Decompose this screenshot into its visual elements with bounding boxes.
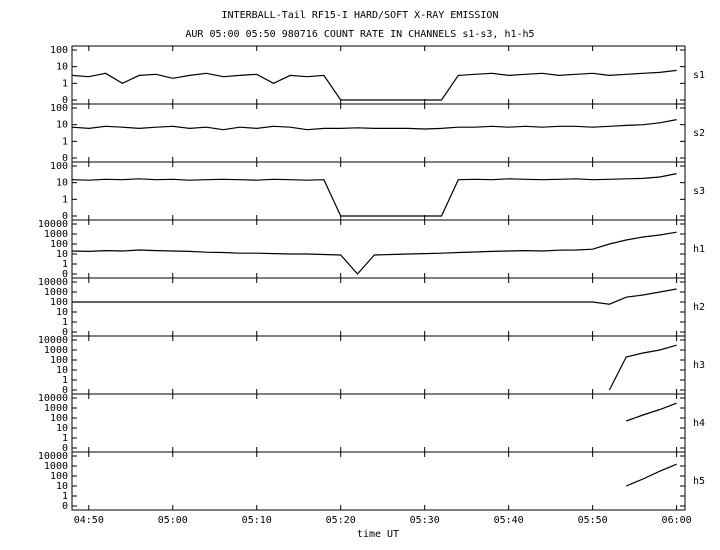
y-tick-label: 0 bbox=[62, 211, 68, 222]
y-tick-label: 100 bbox=[50, 103, 68, 114]
y-tick-label: 0 bbox=[62, 443, 68, 454]
y-tick-label: 10000 bbox=[38, 451, 68, 462]
x-tick-label: 04:50 bbox=[74, 515, 104, 526]
y-tick-label: 10 bbox=[56, 307, 68, 318]
y-tick-label: 10 bbox=[56, 62, 68, 73]
x-tick-label: 05:50 bbox=[578, 515, 608, 526]
y-tick-label: 0 bbox=[62, 153, 68, 164]
y-tick-label: 10 bbox=[56, 365, 68, 376]
y-tick-label: 10 bbox=[56, 120, 68, 131]
y-tick-label: 10 bbox=[56, 423, 68, 434]
panel-frame bbox=[71, 45, 686, 105]
data-line bbox=[608, 344, 677, 391]
series-label: s3 bbox=[693, 186, 705, 197]
y-tick-label: 1000 bbox=[44, 345, 68, 356]
chart-title: INTERBALL-Tail RF15-I HARD/SOFT X-RAY EM… bbox=[222, 10, 499, 21]
y-tick-label: 100 bbox=[50, 239, 68, 250]
data-line bbox=[71, 119, 677, 131]
y-tick-label: 1000 bbox=[44, 461, 68, 472]
x-tick-label: 05:10 bbox=[242, 515, 272, 526]
y-tick-label: 10 bbox=[56, 249, 68, 260]
panel-frame bbox=[71, 393, 686, 453]
y-tick-label: 1 bbox=[62, 194, 68, 205]
x-tick-label: 05:30 bbox=[410, 515, 440, 526]
series-label: s1 bbox=[693, 70, 705, 81]
y-tick-label: 0 bbox=[62, 385, 68, 396]
y-tick-label: 10000 bbox=[38, 277, 68, 288]
chart-subtitle: AUR 05:00 05:50 980716 COUNT RATE IN CHA… bbox=[185, 29, 534, 40]
y-tick-label: 1 bbox=[62, 259, 68, 270]
y-tick-label: 100 bbox=[50, 413, 68, 424]
y-tick-label: 10 bbox=[56, 178, 68, 189]
x-tick-label: 05:40 bbox=[494, 515, 524, 526]
y-tick-label: 100 bbox=[50, 297, 68, 308]
y-tick-label: 0 bbox=[62, 269, 68, 280]
series-label: h5 bbox=[693, 476, 705, 487]
y-tick-label: 0 bbox=[62, 327, 68, 338]
y-tick-label: 1 bbox=[62, 433, 68, 444]
series-label: s2 bbox=[693, 128, 705, 139]
y-tick-label: 0 bbox=[62, 501, 68, 512]
y-tick-label: 10 bbox=[56, 481, 68, 492]
x-axis-label: time UT bbox=[357, 529, 399, 540]
y-tick-label: 1000 bbox=[44, 403, 68, 414]
series-label: h2 bbox=[693, 302, 705, 313]
x-tick-label: 05:20 bbox=[326, 515, 356, 526]
y-tick-label: 10000 bbox=[38, 219, 68, 230]
y-tick-label: 10000 bbox=[38, 335, 68, 346]
panel-frame bbox=[71, 277, 686, 337]
data-line bbox=[71, 231, 677, 275]
y-tick-label: 1 bbox=[62, 78, 68, 89]
data-line bbox=[71, 173, 677, 217]
panel-frame bbox=[71, 335, 686, 395]
series-label: h3 bbox=[693, 360, 705, 371]
data-line bbox=[72, 288, 677, 305]
data-line bbox=[625, 402, 677, 422]
y-tick-label: 1000 bbox=[44, 229, 68, 240]
y-tick-label: 1 bbox=[62, 317, 68, 328]
panel-frame bbox=[71, 161, 686, 221]
data-line bbox=[625, 463, 677, 487]
y-tick-label: 1 bbox=[62, 491, 68, 502]
panel-frame bbox=[71, 451, 686, 511]
series-label: h1 bbox=[693, 244, 705, 255]
y-tick-label: 100 bbox=[50, 45, 68, 56]
y-tick-label: 1 bbox=[62, 375, 68, 386]
y-tick-label: 0 bbox=[62, 95, 68, 106]
y-tick-label: 1 bbox=[62, 136, 68, 147]
y-tick-label: 10000 bbox=[38, 393, 68, 404]
panel-frame bbox=[71, 103, 686, 163]
y-tick-label: 100 bbox=[50, 161, 68, 172]
y-tick-label: 100 bbox=[50, 355, 68, 366]
x-tick-label: 05:00 bbox=[158, 515, 188, 526]
series-label: h4 bbox=[693, 418, 705, 429]
y-tick-label: 100 bbox=[50, 471, 68, 482]
x-tick-label: 06:00 bbox=[662, 515, 692, 526]
data-line bbox=[71, 69, 677, 101]
y-tick-label: 1000 bbox=[44, 287, 68, 298]
